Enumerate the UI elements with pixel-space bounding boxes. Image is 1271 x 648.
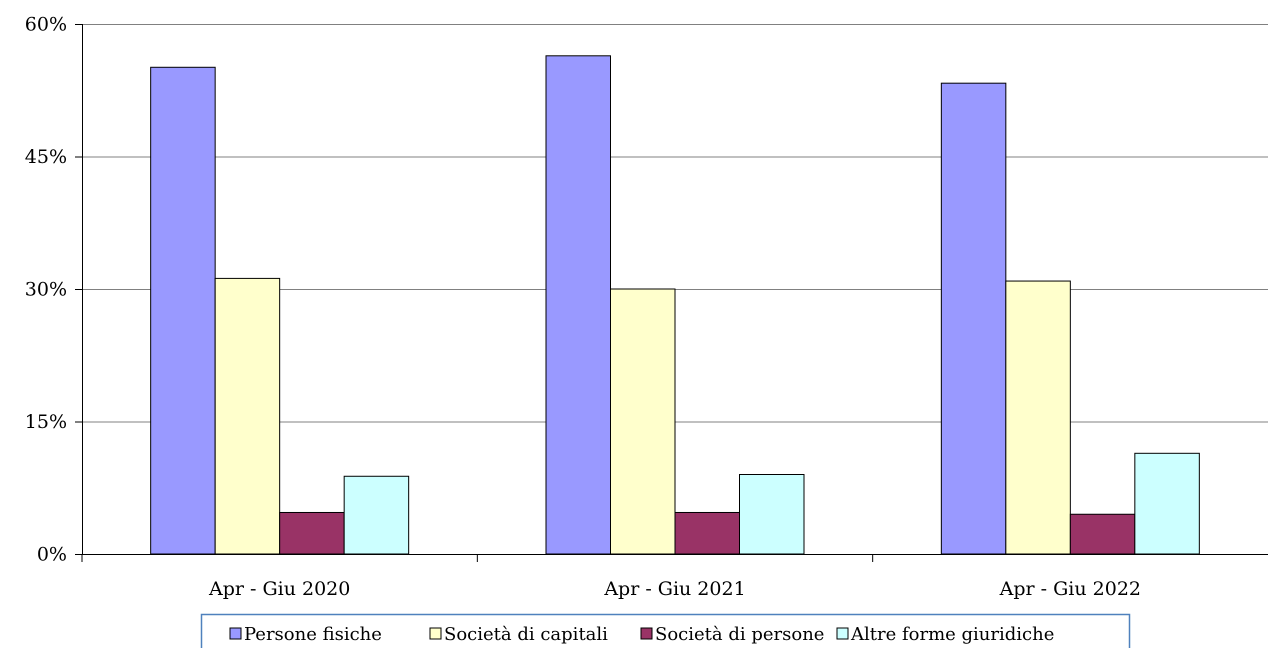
bar bbox=[610, 288, 676, 555]
legend-label: Società di persone bbox=[655, 624, 824, 645]
x-tick-label: Apr - Giu 2020 bbox=[208, 578, 350, 600]
bar bbox=[1134, 452, 1200, 555]
y-tick-labels: 0% 15% 30% 45% 60% bbox=[25, 14, 67, 566]
y-tick-label: 0% bbox=[37, 544, 67, 566]
legend-swatch bbox=[640, 627, 653, 640]
legend: Persone fisiche Società di capitali Societ… bbox=[200, 613, 1131, 648]
bars bbox=[150, 55, 1200, 555]
bar bbox=[940, 82, 1007, 555]
y-tick-label: 45% bbox=[25, 146, 67, 168]
bar bbox=[674, 511, 740, 555]
bar bbox=[739, 474, 805, 555]
x-tick-label: Apr - Giu 2021 bbox=[603, 578, 745, 600]
legend-label: Società di capitali bbox=[444, 624, 608, 645]
legend-label: Altre forme giuridiche bbox=[850, 624, 1054, 645]
legend-swatch bbox=[229, 627, 242, 640]
legend-swatch bbox=[836, 627, 849, 640]
y-tick-label: 30% bbox=[25, 279, 67, 301]
bar bbox=[545, 55, 611, 555]
bar bbox=[279, 511, 345, 555]
bar bbox=[1069, 513, 1136, 555]
bar bbox=[1005, 280, 1071, 555]
bar bbox=[343, 475, 410, 555]
legend-swatch bbox=[429, 627, 442, 640]
axes bbox=[75, 24, 1268, 562]
bar bbox=[150, 66, 216, 555]
bar bbox=[214, 277, 281, 555]
y-tick-label: 15% bbox=[25, 411, 67, 433]
x-tick-label: Apr - Giu 2022 bbox=[999, 578, 1141, 600]
legend-label: Persone fisiche bbox=[244, 624, 382, 645]
x-tick-labels: Apr - Giu 2020 Apr - Giu 2021 Apr - Giu 20… bbox=[208, 578, 1141, 600]
y-tick-label: 60% bbox=[25, 14, 67, 36]
legend-box bbox=[200, 613, 1131, 648]
